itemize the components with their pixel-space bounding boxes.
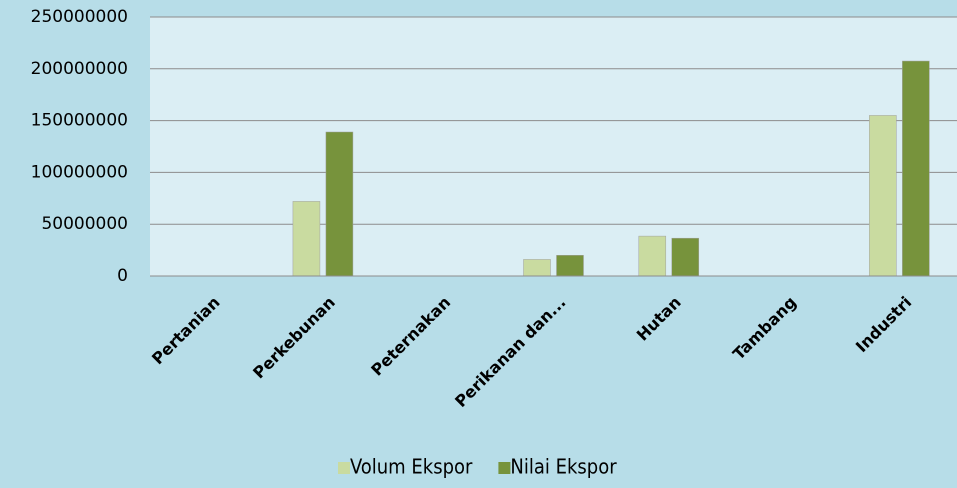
y-tick-label: 250000000 [31, 7, 128, 27]
y-tick-label: 150000000 [31, 111, 128, 131]
legend-label: Volum Ekspor [350, 455, 473, 479]
bar [292, 201, 321, 277]
y-tick-label: 50000000 [41, 214, 128, 234]
legend-swatch [338, 462, 350, 474]
bar [902, 60, 930, 277]
bar [869, 115, 897, 277]
bar [523, 259, 551, 277]
y-tick-label: 200000000 [31, 59, 128, 79]
bar [556, 255, 584, 277]
bar [638, 235, 667, 277]
bar [325, 131, 354, 277]
bar [671, 237, 700, 277]
legend-label: Nilai Ekspor [510, 455, 617, 479]
y-tick-label: 100000000 [31, 162, 128, 182]
plot-area [150, 17, 957, 276]
y-tick-label: 0 [117, 266, 128, 286]
legend-swatch [498, 462, 511, 474]
